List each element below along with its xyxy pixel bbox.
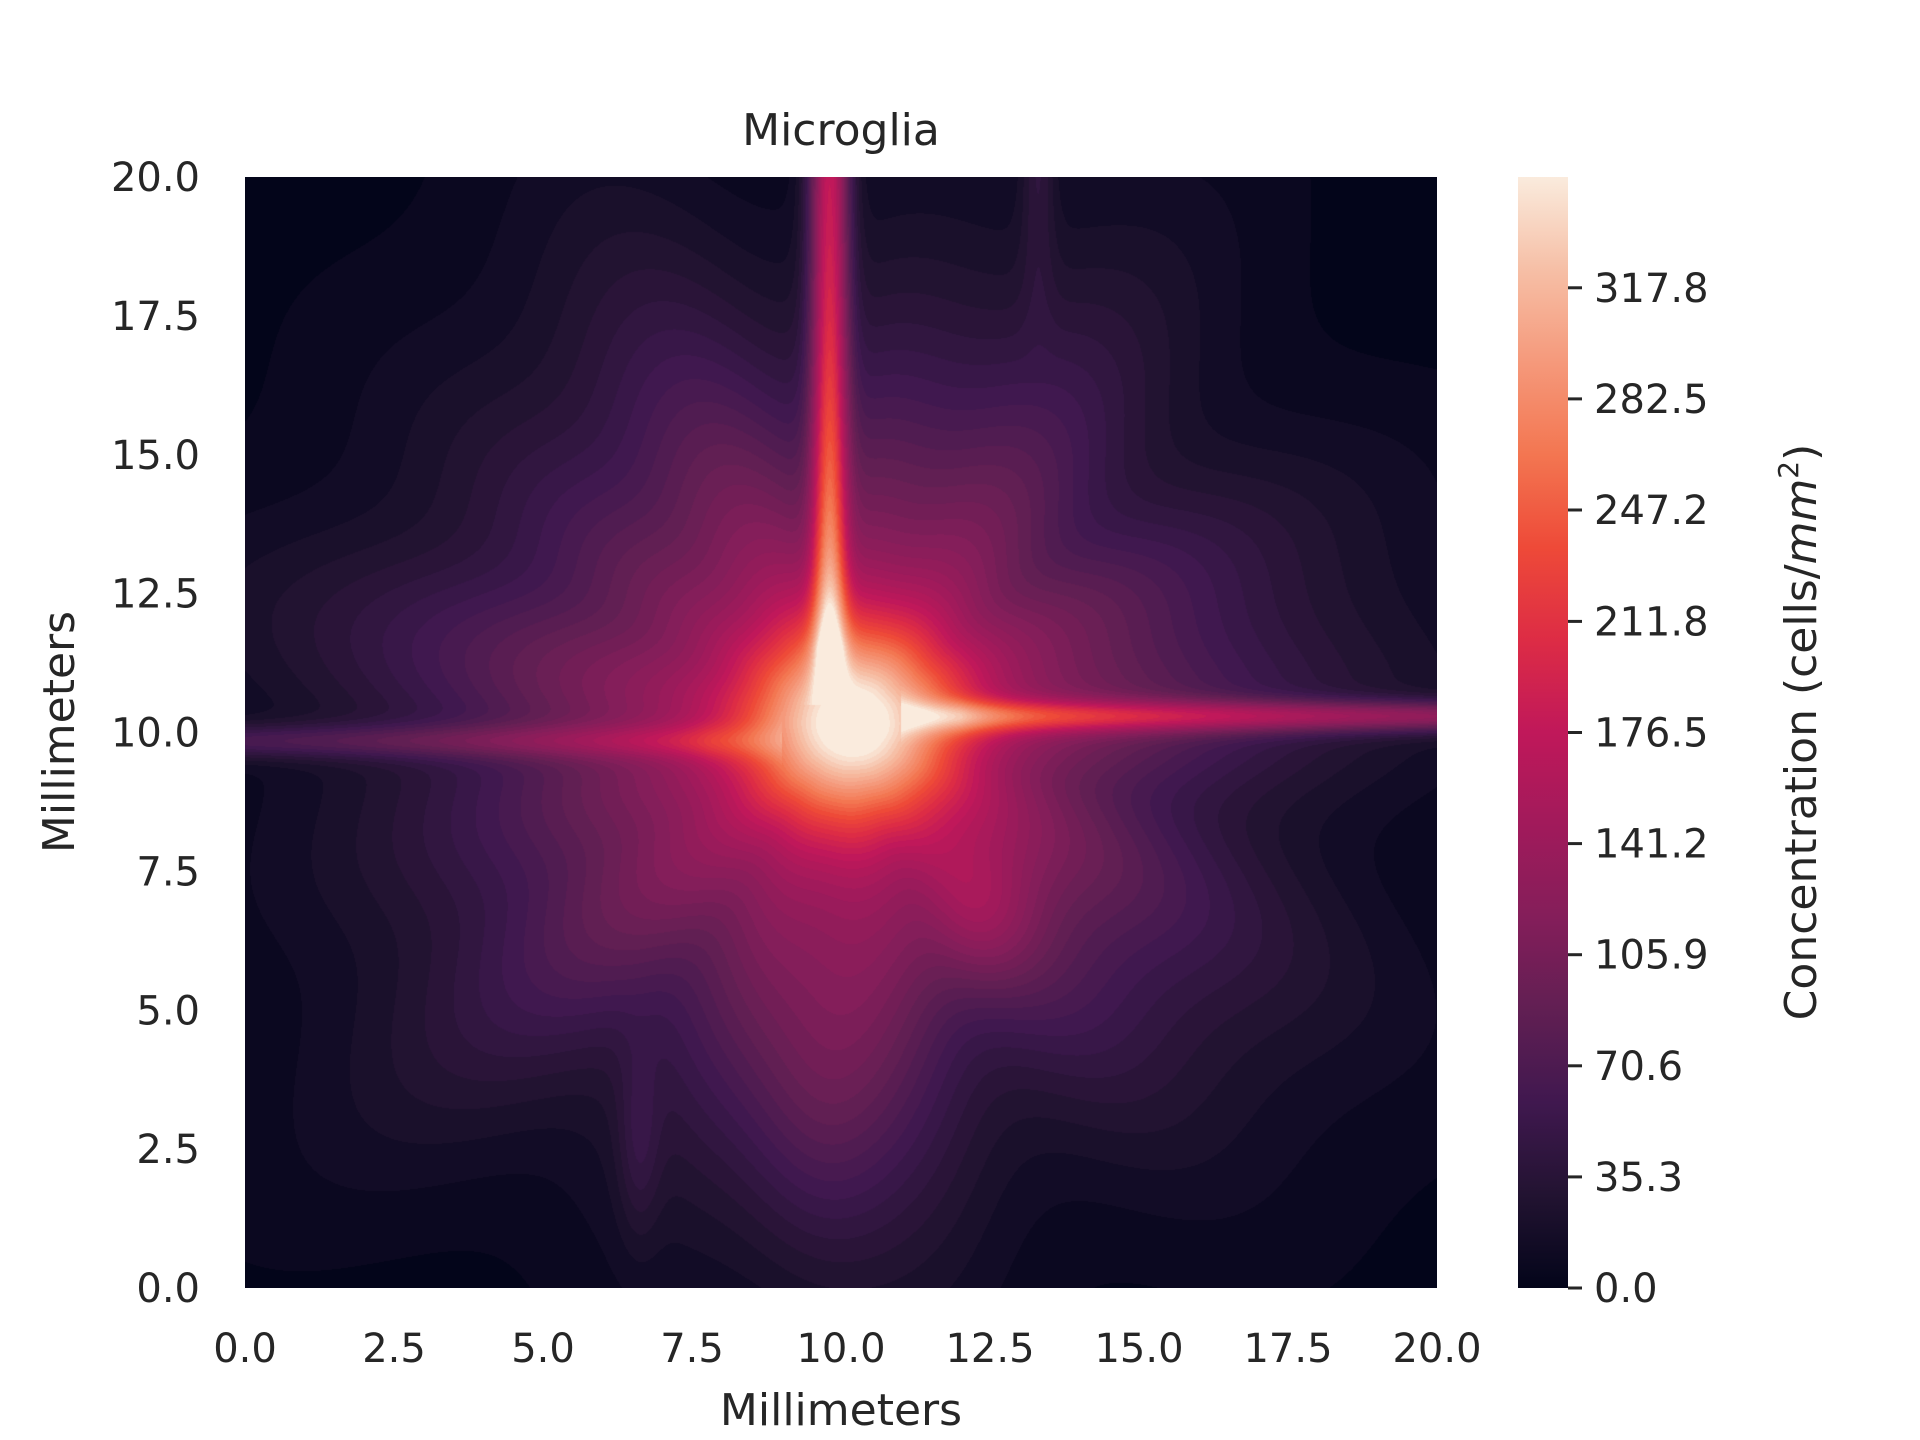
x-tick-label: 12.5 <box>945 1326 1034 1372</box>
colorbar-tick-label: 0.0 <box>1594 1266 1658 1312</box>
y-tick-label: 12.5 <box>111 572 200 618</box>
x-tick-label: 0.0 <box>213 1326 277 1372</box>
colorbar-tick-label: 70.6 <box>1594 1044 1683 1090</box>
x-tick-label: 15.0 <box>1094 1326 1183 1372</box>
colorbar-label: Concentration (cells/mm2) <box>1772 444 1827 1021</box>
y-tick-label: 10.0 <box>111 711 200 757</box>
y-tick-label: 15.0 <box>111 433 200 479</box>
colorbar-tick-label: 35.3 <box>1594 1155 1683 1201</box>
colorbar-tick-label: 105.9 <box>1594 933 1709 979</box>
x-axis-ticks: 0.0 2.5 5.0 7.5 10.0 12.5 15.0 17.5 20.0 <box>213 1326 1481 1372</box>
colorbar-ticks: 0.0 35.3 70.6 105.9 141.2 176.5 211.8 247.2 282.… <box>1568 266 1709 1312</box>
colorbar-tick-label: 282.5 <box>1594 377 1709 423</box>
colorbar-tick-label: 317.8 <box>1594 266 1709 312</box>
plot-area <box>245 177 1437 1288</box>
y-tick-label: 0.0 <box>136 1266 200 1312</box>
x-tick-label: 7.5 <box>660 1326 724 1372</box>
chart-title: Microglia <box>742 105 940 156</box>
colorbar: 0.0 35.3 70.6 105.9 141.2 176.5 211.8 247.2 282.… <box>1518 177 1827 1312</box>
colorbar-tick-label: 141.2 <box>1594 822 1709 868</box>
y-axis-ticks: 0.0 2.5 5.0 7.5 10.0 12.5 15.0 17.5 20.0 <box>111 155 200 1312</box>
x-tick-label: 17.5 <box>1243 1326 1332 1372</box>
y-tick-label: 20.0 <box>111 155 200 201</box>
y-tick-label: 7.5 <box>136 849 200 895</box>
x-tick-label: 5.0 <box>511 1326 575 1372</box>
colorbar-tick-label: 247.2 <box>1594 488 1709 534</box>
x-axis-label: Millimeters <box>720 1385 962 1436</box>
x-tick-label: 2.5 <box>362 1326 426 1372</box>
y-tick-label: 2.5 <box>136 1127 200 1173</box>
x-tick-label: 10.0 <box>796 1326 885 1372</box>
y-tick-label: 17.5 <box>111 294 200 340</box>
colorbar-tick-label: 176.5 <box>1594 711 1709 757</box>
y-axis-label: Millimeters <box>34 611 85 853</box>
colorbar-tick-label: 211.8 <box>1594 599 1709 645</box>
colorbar-bar <box>1518 177 1568 1288</box>
y-tick-label: 5.0 <box>136 988 200 1034</box>
x-tick-label: 20.0 <box>1392 1326 1481 1372</box>
